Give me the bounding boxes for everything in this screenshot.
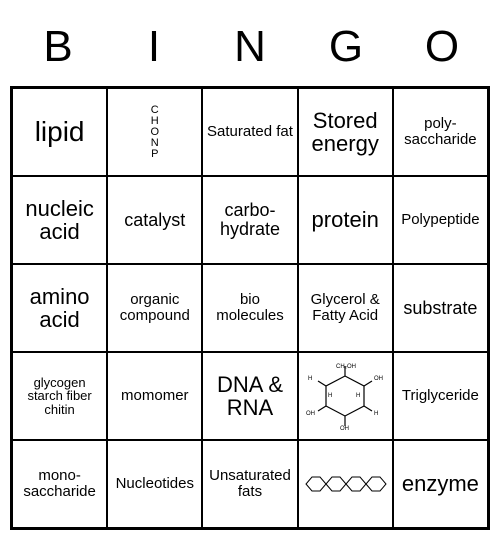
chonp-stack: C H O N P xyxy=(151,105,160,160)
header-letter-i: I xyxy=(106,16,202,82)
svg-text:OH: OH xyxy=(340,426,349,431)
cell-glycogen-starch-fiber-chitin[interactable]: glycogen starch fiber chitin xyxy=(12,352,107,440)
cell-enzyme[interactable]: enzyme xyxy=(393,440,488,528)
svg-text:OH: OH xyxy=(306,411,315,417)
polysaccharide-chain-icon xyxy=(302,471,388,497)
bingo-card: B I N G O lipid C H O N P Saturated fat … xyxy=(10,16,490,530)
cell-organic-compound[interactable]: organic compound xyxy=(107,264,202,352)
cell-saturated-fat[interactable]: Saturated fat xyxy=(202,88,297,176)
svg-text:OH: OH xyxy=(374,376,383,382)
cell-unsaturated-fats[interactable]: Unsaturated fats xyxy=(202,440,297,528)
chonp-o: O xyxy=(151,127,160,138)
cell-lipid[interactable]: lipid xyxy=(12,88,107,176)
cell-nucleotides[interactable]: Nucleotides xyxy=(107,440,202,528)
cell-nucleic-acid[interactable]: nucleic acid xyxy=(12,176,107,264)
svg-text:H: H xyxy=(328,393,332,399)
cell-substrate[interactable]: substrate xyxy=(393,264,488,352)
cell-glucose-structure[interactable]: CH₂OH H OH OH H OH H H xyxy=(298,352,393,440)
bingo-header: B I N G O xyxy=(10,16,490,82)
cell-triglyceride[interactable]: Triglyceride xyxy=(393,352,488,440)
header-letter-n: N xyxy=(202,16,298,82)
cell-protein[interactable]: protein xyxy=(298,176,393,264)
cell-dna-rna[interactable]: DNA & RNA xyxy=(202,352,297,440)
cell-polysaccharide-word[interactable]: poly-saccharide xyxy=(393,88,488,176)
cell-stored-energy[interactable]: Stored energy xyxy=(298,88,393,176)
header-letter-b: B xyxy=(10,16,106,82)
cell-catalyst[interactable]: catalyst xyxy=(107,176,202,264)
chonp-n: N xyxy=(151,138,160,149)
cell-polypeptide[interactable]: Polypeptide xyxy=(393,176,488,264)
chonp-c: C xyxy=(151,105,160,116)
svg-text:H: H xyxy=(374,411,378,417)
cell-amino-acid[interactable]: amino acid xyxy=(12,264,107,352)
cell-monomer[interactable]: momomer xyxy=(107,352,202,440)
glucose-icon: CH₂OH H OH OH H OH H H xyxy=(306,361,384,431)
header-letter-g: G xyxy=(298,16,394,82)
header-letter-o: O xyxy=(394,16,490,82)
cell-chonp[interactable]: C H O N P xyxy=(107,88,202,176)
svg-text:CH₂OH: CH₂OH xyxy=(336,364,356,370)
cell-carbohydrate[interactable]: carbo-hydrate xyxy=(202,176,297,264)
cell-polysaccharide-chain[interactable] xyxy=(298,440,393,528)
cell-monosaccharide[interactable]: mono-saccharide xyxy=(12,440,107,528)
cell-biomolecules[interactable]: bio molecules xyxy=(202,264,297,352)
chonp-p: P xyxy=(151,149,160,160)
bingo-grid: lipid C H O N P Saturated fat Stored ene… xyxy=(10,86,490,530)
svg-text:H: H xyxy=(356,393,360,399)
cell-glycerol-fatty-acid[interactable]: Glycerol & Fatty Acid xyxy=(298,264,393,352)
svg-text:H: H xyxy=(308,376,312,382)
chonp-h: H xyxy=(151,116,160,127)
